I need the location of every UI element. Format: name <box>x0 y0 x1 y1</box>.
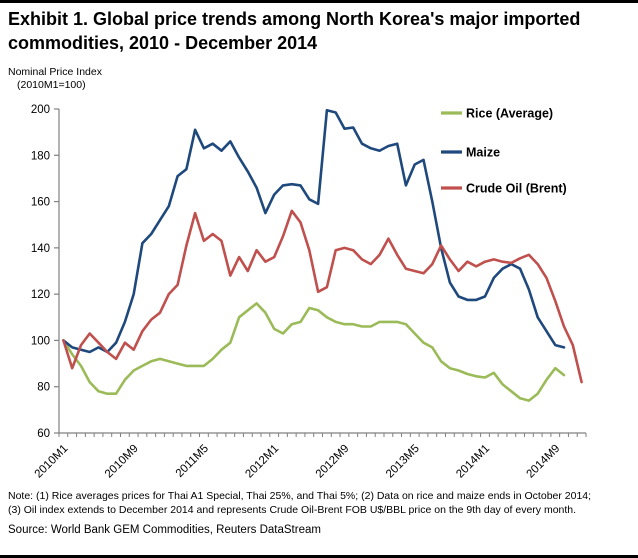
y-tick-label: 120 <box>31 289 50 301</box>
y-tick-label: 180 <box>31 150 50 162</box>
y-tick-label: 200 <box>31 104 50 116</box>
chart-source: Source: World Bank GEM Commodities, Reut… <box>8 524 321 536</box>
x-tick-label: 2014M9 <box>525 443 563 481</box>
legend-label-1: Rice (Average) <box>466 107 553 121</box>
y-tick-label: 100 <box>31 335 50 347</box>
y-axis-title: Nominal Price Index (2010M1=100) <box>8 66 102 92</box>
series-line-rice-average <box>62 302 566 402</box>
chart-title-line2: commodities, 2010 - December 2014 <box>8 33 318 53</box>
chart-note-line1: Note: (1) Rice averages prices for Thai … <box>8 490 592 502</box>
chart-notes: Note: (1) Rice averages prices for Thai … <box>8 489 632 517</box>
legend-label-2: Maize <box>466 146 500 160</box>
y-tick-label: 160 <box>31 197 50 209</box>
x-tick-label: 2012M1 <box>243 443 281 481</box>
chart-note-line2: (3) Oil index extends to December 2014 a… <box>8 504 577 516</box>
bottom-border <box>0 555 638 558</box>
x-tick-label: 2013M5 <box>384 443 422 481</box>
y-tick-label: 140 <box>31 243 50 255</box>
y-axis-title-line2: (2010M1=100) <box>17 79 86 91</box>
chart-title-line1: Exhibit 1. Global price trends among Nor… <box>8 9 581 29</box>
x-tick-label: 2010M1 <box>33 443 71 481</box>
x-tick-label: 2010M9 <box>103 443 141 481</box>
series-line-maize <box>62 108 566 354</box>
series-line-crude-oil-brent <box>62 209 583 384</box>
x-tick-label: 2014M1 <box>454 443 492 481</box>
y-axis-title-line1: Nominal Price Index <box>8 66 102 78</box>
x-tick-label: 2012M9 <box>314 443 352 481</box>
legend-label-3: Crude Oil (Brent) <box>466 182 567 196</box>
top-border <box>0 0 638 3</box>
y-tick-label: 80 <box>37 382 50 394</box>
price-chart: 60 80 100 120 140 160 180 200 2010M1 2010M9 2011M5… <box>31 104 587 481</box>
x-tick-label: 2011M5 <box>174 443 211 480</box>
chart-title: Exhibit 1. Global price trends among Nor… <box>8 7 630 55</box>
y-tick-label: 60 <box>37 428 50 440</box>
